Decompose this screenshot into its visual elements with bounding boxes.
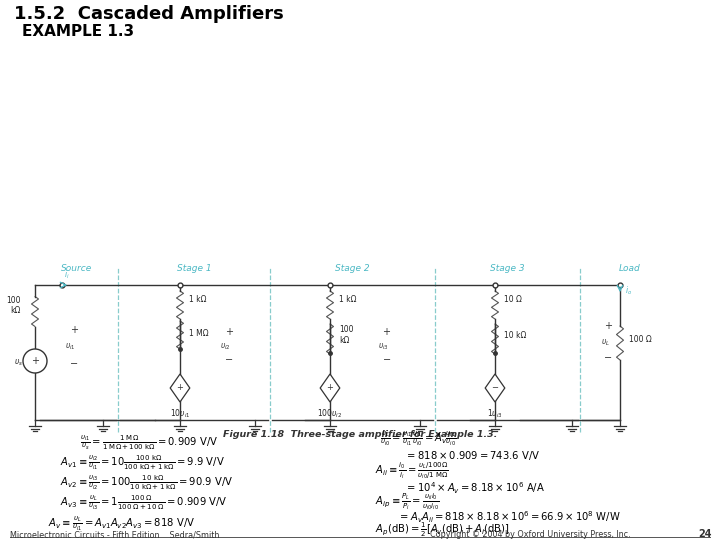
- Text: 24: 24: [698, 529, 712, 539]
- Text: $A_{ip} \equiv \frac{P_L}{P_i} = \frac{\upsilon_{ii}i_0}{\upsilon_{i0}i_{i0}}$: $A_{ip} \equiv \frac{P_L}{P_i} = \frac{\…: [375, 491, 439, 512]
- Text: $= 818 \times 0.909 = 743.6\ \mathrm{V/V}$: $= 818 \times 0.909 = 743.6\ \mathrm{V/V…: [405, 449, 541, 462]
- Text: $10υ_{i1}$: $10υ_{i1}$: [170, 408, 190, 421]
- Text: $A_p(\mathrm{dB}) = \frac{1}{2}\left[A_v(\mathrm{dB}) + A_i(\mathrm{dB})\right]$: $A_p(\mathrm{dB}) = \frac{1}{2}\left[A_v…: [375, 521, 510, 539]
- Text: $υ_{i1}$: $υ_{i1}$: [65, 342, 76, 353]
- Text: $A_{v3} \equiv \frac{\upsilon_L}{\upsilon_{i3}} = 1\frac{100\ \Omega}{100\ \Omeg: $A_{v3} \equiv \frac{\upsilon_L}{\upsilo…: [60, 494, 228, 512]
- Text: 1 MΩ: 1 MΩ: [189, 328, 209, 338]
- Text: $υ_{i3}$: $υ_{i3}$: [377, 342, 388, 353]
- Text: 1 kΩ: 1 kΩ: [189, 294, 207, 303]
- Text: Stage 3: Stage 3: [490, 264, 525, 273]
- Text: 100 Ω: 100 Ω: [629, 334, 652, 343]
- Text: Figure 1.18  Three-stage amplifier for Example 1.3.: Figure 1.18 Three-stage amplifier for Ex…: [222, 430, 498, 439]
- Text: Stage 2: Stage 2: [336, 264, 370, 273]
- Text: $i_o$: $i_o$: [625, 285, 632, 297]
- Text: Load: Load: [619, 264, 641, 273]
- Text: 1.5.2  Cascaded Amplifiers: 1.5.2 Cascaded Amplifiers: [14, 5, 284, 23]
- Text: 100
kΩ: 100 kΩ: [339, 325, 354, 345]
- Text: $A_{ii} \equiv \frac{i_0}{i_i} = \frac{\upsilon_L/100\Omega}{\upsilon_{i0}/1\ \m: $A_{ii} \equiv \frac{i_0}{i_i} = \frac{\…: [375, 461, 449, 482]
- Text: $1υ_{i3}$: $1υ_{i3}$: [487, 408, 503, 421]
- Text: Copyright © 2004 by Oxford University Press, Inc.: Copyright © 2004 by Oxford University Pr…: [430, 530, 631, 539]
- Text: +: +: [382, 327, 390, 337]
- Text: $A_{v2} \equiv \frac{\upsilon_{i3}}{\upsilon_{i2}} = 100\frac{10\ \mathrm{k}\Ome: $A_{v2} \equiv \frac{\upsilon_{i3}}{\ups…: [60, 474, 233, 492]
- Text: $\frac{\upsilon_{i1}}{\upsilon_s} = \frac{1\ \mathrm{M}\Omega}{1\ \mathrm{M}\Ome: $\frac{\upsilon_{i1}}{\upsilon_s} = \fra…: [80, 434, 218, 452]
- Text: 1 kΩ: 1 kΩ: [339, 294, 356, 303]
- Polygon shape: [320, 374, 340, 402]
- Text: −: −: [70, 359, 78, 369]
- Text: $υ_{i2}$: $υ_{i2}$: [220, 342, 231, 353]
- Text: $A_{v1} \equiv \frac{\upsilon_{i2}}{\upsilon_{i1}} = 10\frac{100\ \mathrm{k}\Ome: $A_{v1} \equiv \frac{\upsilon_{i2}}{\ups…: [60, 454, 225, 472]
- Text: +: +: [176, 383, 184, 393]
- Polygon shape: [170, 374, 190, 402]
- Text: Stage 1: Stage 1: [176, 264, 211, 273]
- Polygon shape: [485, 374, 505, 402]
- Text: +: +: [31, 356, 39, 366]
- Text: Microelectronic Circuits - Fifth Edition    Sedra/Smith: Microelectronic Circuits - Fifth Edition…: [10, 530, 220, 539]
- Text: −: −: [492, 383, 498, 393]
- Text: Source: Source: [61, 264, 92, 273]
- Text: $= A_v A_{ii} = 818\times8.18\times10^6{=}66.9\times10^8\ \mathrm{W/W}$: $= A_v A_{ii} = 818\times8.18\times10^6{…: [398, 509, 621, 525]
- Text: $\frac{\upsilon_L}{\upsilon_{i0}} = \frac{\upsilon_{i1}}{\upsilon_{i1}}\frac{\up: $\frac{\upsilon_L}{\upsilon_{i0}} = \fra…: [380, 430, 456, 448]
- Text: $υ_L$: $υ_L$: [601, 338, 611, 348]
- Text: −: −: [604, 353, 612, 363]
- Circle shape: [23, 349, 47, 373]
- Text: +: +: [225, 327, 233, 337]
- Text: +: +: [604, 321, 612, 331]
- Text: $100υ_{i2}$: $100υ_{i2}$: [318, 408, 343, 421]
- Text: 100
kΩ: 100 kΩ: [6, 296, 21, 315]
- Text: $i_i$: $i_i$: [64, 268, 70, 281]
- Text: −: −: [225, 355, 233, 365]
- Text: $= 10^4 \times A_v = 8.18\times10^6\ \mathrm{A/A}$: $= 10^4 \times A_v = 8.18\times10^6\ \ma…: [405, 480, 545, 496]
- Text: $A_v \equiv \frac{\upsilon_L}{\upsilon_{i1}} = A_{v1}A_{v2}A_{v3} = 818\ \mathrm: $A_v \equiv \frac{\upsilon_L}{\upsilon_{…: [48, 515, 195, 533]
- Text: EXAMPLE 1.3: EXAMPLE 1.3: [22, 24, 134, 39]
- Text: $υ_s$: $υ_s$: [14, 357, 24, 368]
- Text: +: +: [70, 325, 78, 335]
- Text: +: +: [327, 383, 333, 393]
- Text: 10 Ω: 10 Ω: [504, 294, 522, 303]
- Text: −: −: [382, 355, 391, 365]
- Text: 10 kΩ: 10 kΩ: [504, 330, 526, 340]
